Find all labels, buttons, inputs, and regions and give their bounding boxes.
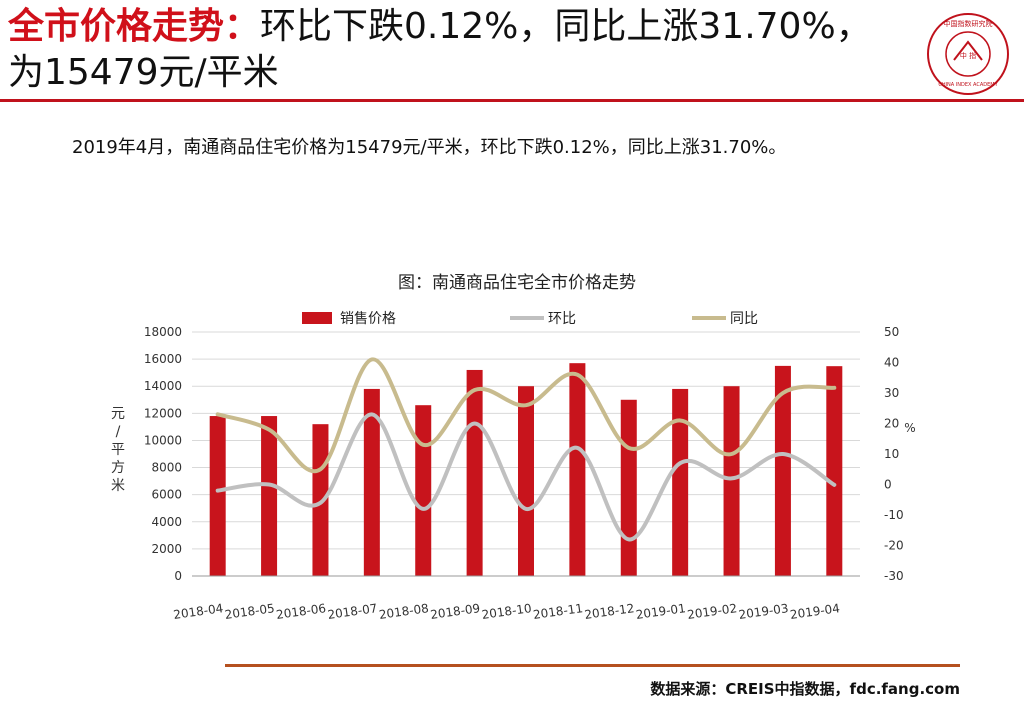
footer-divider bbox=[225, 664, 960, 667]
x-tick-label: 2018-11 bbox=[532, 601, 584, 622]
x-tick-label: 2019-02 bbox=[686, 601, 738, 622]
series-line-环比 bbox=[215, 412, 837, 542]
y-axis-label-char: 方 bbox=[111, 460, 125, 476]
logo-outer-ring bbox=[927, 13, 1009, 95]
x-tick-label: 2019-03 bbox=[738, 601, 790, 622]
bar bbox=[261, 416, 278, 576]
summary-text: 2019年4月，南通商品住宅价格为15479元/平米，环比下跌0.12%，同比上… bbox=[72, 137, 787, 158]
page-title-accent: 全市价格走势： bbox=[8, 6, 261, 47]
x-tick-label: 2018-12 bbox=[584, 601, 636, 622]
y2-tick-label: 50 bbox=[884, 325, 899, 339]
series-line-同比 bbox=[215, 357, 837, 474]
legend-label: 销售价格 bbox=[340, 311, 396, 327]
legend-label: 同比 bbox=[730, 311, 758, 327]
x-tick-label: 2018-09 bbox=[429, 601, 481, 622]
x-tick-label: 2018-08 bbox=[378, 601, 430, 622]
y-tick-label: 4000 bbox=[151, 515, 182, 529]
bar bbox=[569, 363, 586, 576]
y2-tick-label: -30 bbox=[884, 569, 904, 583]
bar bbox=[620, 399, 637, 576]
logo-top-text: 中国指数研究院 bbox=[944, 19, 993, 28]
page-title: 全市价格走势：环比下跌0.12%，同比上涨31.70%，为15479元/平米 bbox=[8, 4, 898, 96]
y-axis-label-char: / bbox=[116, 424, 121, 440]
y2-tick-label: 20 bbox=[884, 417, 899, 431]
chart-title: 图：南通商品住宅全市价格走势 bbox=[398, 273, 636, 293]
bar bbox=[826, 366, 843, 576]
header-divider bbox=[0, 99, 1024, 102]
y-tick-label: 14000 bbox=[144, 379, 182, 393]
page-title-rest: 环比下跌0.12%，同比上涨31.70%，为15479元/平米 bbox=[8, 6, 872, 93]
bar bbox=[723, 386, 740, 576]
bar bbox=[209, 416, 226, 576]
logo-bottom-text: CHINA INDEX ACADEMY bbox=[938, 82, 998, 88]
bar bbox=[466, 369, 483, 576]
x-tick-label: 2018-07 bbox=[327, 601, 379, 622]
legend-label: 环比 bbox=[548, 311, 576, 327]
y-tick-label: 8000 bbox=[151, 461, 182, 475]
y2-tick-label: 40 bbox=[884, 356, 899, 370]
bar bbox=[672, 388, 689, 576]
y2-axis-label: % bbox=[904, 421, 915, 435]
bar bbox=[415, 405, 432, 576]
x-tick-label: 2018-06 bbox=[275, 601, 327, 622]
data-source: 数据来源：CREIS中指数据，fdc.fang.com bbox=[650, 680, 960, 698]
y-axis-label-char: 元 bbox=[111, 406, 125, 422]
bar bbox=[518, 386, 534, 576]
logo-center-text: 中 指 bbox=[960, 51, 976, 60]
logo-inner-mark bbox=[953, 40, 983, 61]
bar bbox=[363, 388, 380, 576]
y-tick-label: 0 bbox=[174, 569, 182, 583]
y-tick-label: 6000 bbox=[151, 488, 182, 502]
y-tick-label: 16000 bbox=[144, 352, 182, 366]
y-tick-label: 2000 bbox=[151, 542, 182, 556]
y2-tick-label: -10 bbox=[884, 508, 904, 522]
y-tick-label: 10000 bbox=[144, 433, 182, 447]
legend-swatch bbox=[302, 312, 332, 324]
y2-tick-label: 0 bbox=[884, 478, 892, 492]
y-axis-label-char: 平 bbox=[111, 442, 125, 458]
y2-tick-label: -20 bbox=[884, 539, 904, 553]
china-index-academy-logo: 中国指数研究院 中 指 CHINA INDEX ACADEMY bbox=[927, 13, 1009, 95]
y-tick-label: 12000 bbox=[144, 406, 182, 420]
bar bbox=[774, 365, 791, 576]
y-tick-label: 18000 bbox=[144, 325, 182, 339]
y-axis-label-char: 米 bbox=[111, 478, 125, 494]
x-tick-label: 2019-04 bbox=[789, 601, 841, 622]
x-tick-label: 2018-04 bbox=[173, 601, 225, 622]
y2-tick-label: 10 bbox=[884, 447, 899, 461]
x-tick-label: 2018-05 bbox=[224, 601, 276, 622]
logo-inner-ring bbox=[945, 31, 991, 77]
x-tick-label: 2018-10 bbox=[481, 601, 533, 622]
x-tick-label: 2019-01 bbox=[635, 601, 687, 622]
y2-tick-label: 30 bbox=[884, 386, 899, 400]
